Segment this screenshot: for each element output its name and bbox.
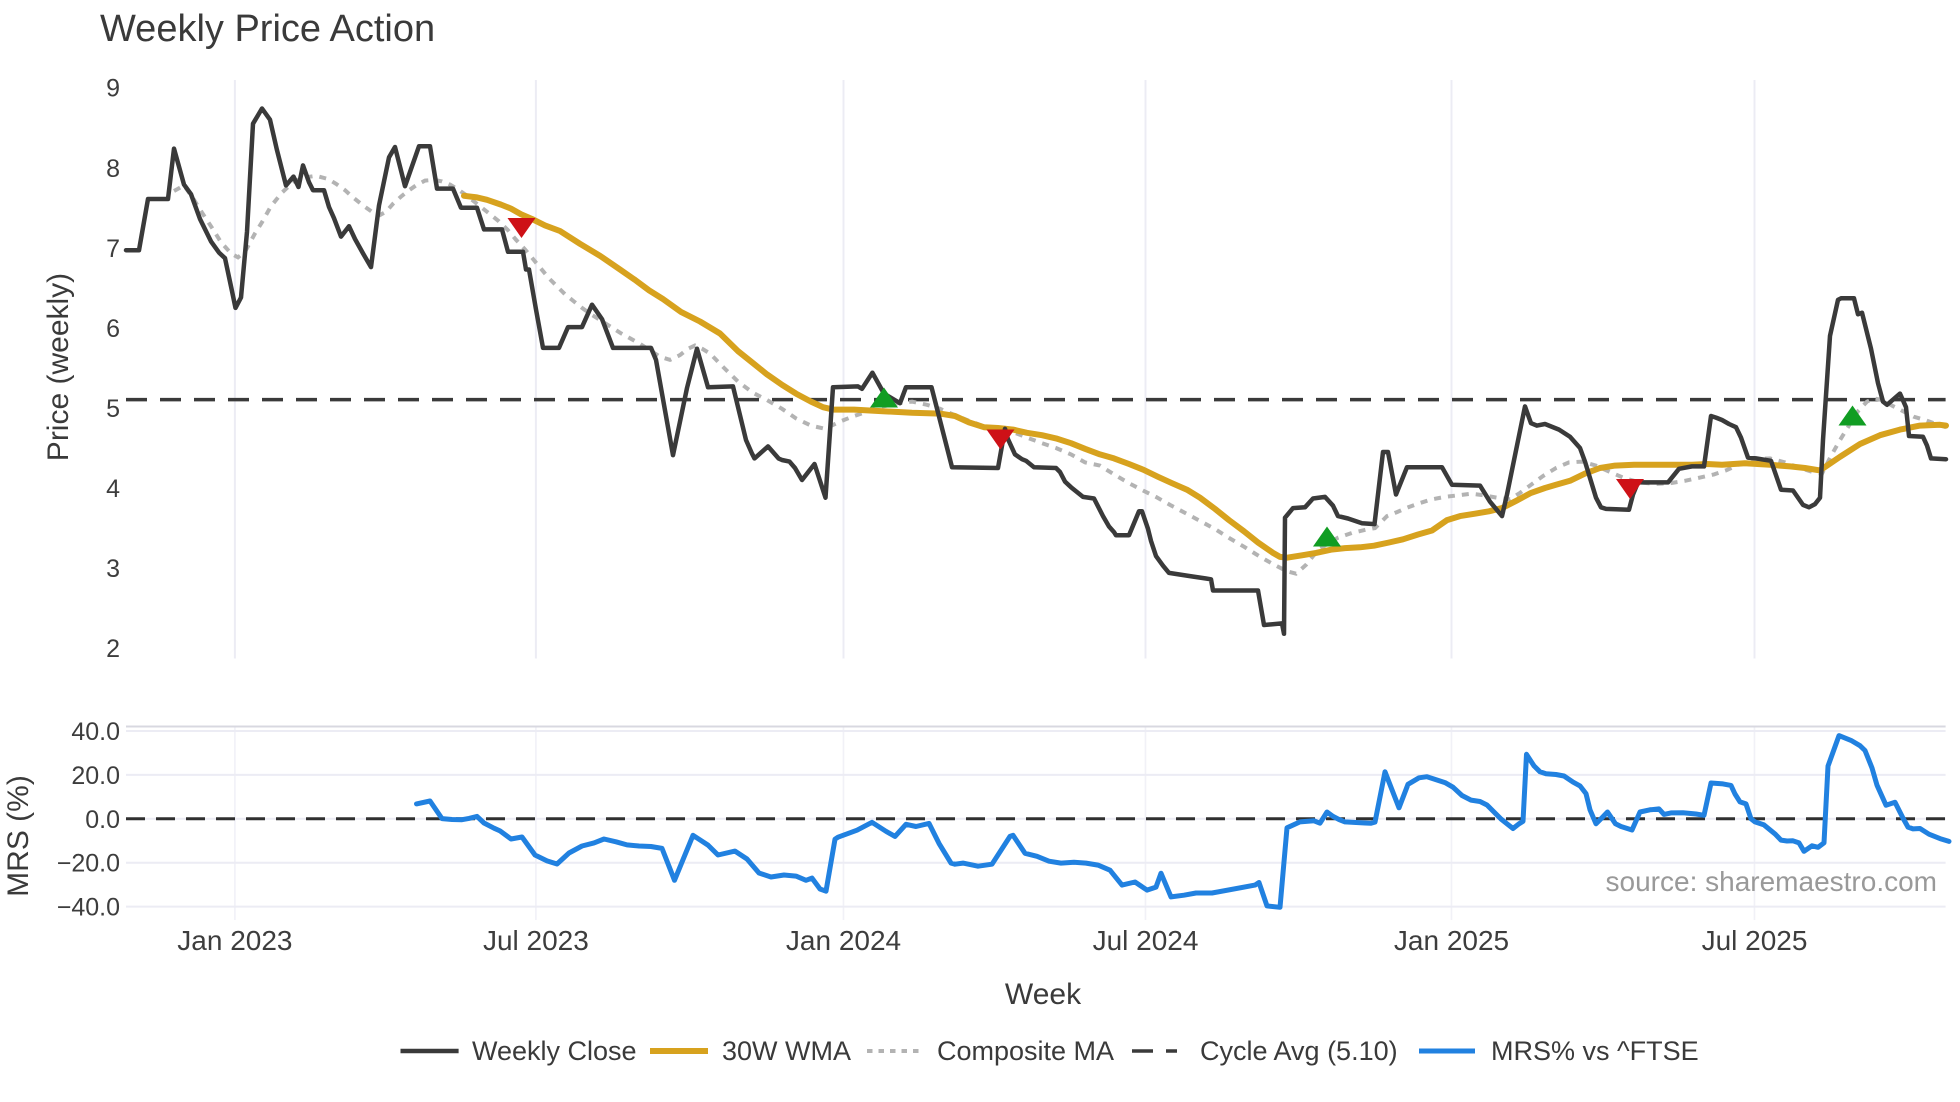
svg-text:4: 4 xyxy=(106,475,120,503)
svg-text:2: 2 xyxy=(106,635,120,663)
svg-text:Week: Week xyxy=(1005,978,1082,1011)
svg-text:Jul 2024: Jul 2024 xyxy=(1093,925,1199,956)
svg-text:30W WMA: 30W WMA xyxy=(722,1036,851,1066)
svg-text:−20.0: −20.0 xyxy=(57,850,120,878)
svg-text:7: 7 xyxy=(106,235,120,263)
svg-text:source: sharemaestro.com: source: sharemaestro.com xyxy=(1606,866,1937,897)
svg-text:Weekly Close: Weekly Close xyxy=(472,1036,637,1066)
svg-text:Jul 2025: Jul 2025 xyxy=(1702,925,1808,956)
svg-text:5: 5 xyxy=(106,395,120,423)
svg-text:Composite MA: Composite MA xyxy=(937,1036,1114,1066)
svg-text:Jul 2023: Jul 2023 xyxy=(483,925,589,956)
svg-text:MRS% vs ^FTSE: MRS% vs ^FTSE xyxy=(1491,1036,1699,1066)
svg-text:MRS (%): MRS (%) xyxy=(2,775,35,897)
svg-text:−40.0: −40.0 xyxy=(57,894,120,922)
svg-text:Price (weekly): Price (weekly) xyxy=(42,273,75,461)
svg-text:3: 3 xyxy=(106,555,120,583)
svg-text:Jan 2023: Jan 2023 xyxy=(177,925,292,956)
svg-text:Cycle Avg (5.10): Cycle Avg (5.10) xyxy=(1200,1036,1398,1066)
svg-text:0.0: 0.0 xyxy=(85,806,120,834)
svg-text:Weekly Price Action: Weekly Price Action xyxy=(100,8,435,50)
svg-text:Jan 2024: Jan 2024 xyxy=(786,925,901,956)
svg-text:8: 8 xyxy=(106,155,120,183)
svg-text:Jan 2025: Jan 2025 xyxy=(1394,925,1509,956)
svg-text:6: 6 xyxy=(106,315,120,343)
svg-text:20.0: 20.0 xyxy=(71,762,120,790)
svg-text:40.0: 40.0 xyxy=(71,718,120,746)
svg-text:9: 9 xyxy=(106,75,120,103)
